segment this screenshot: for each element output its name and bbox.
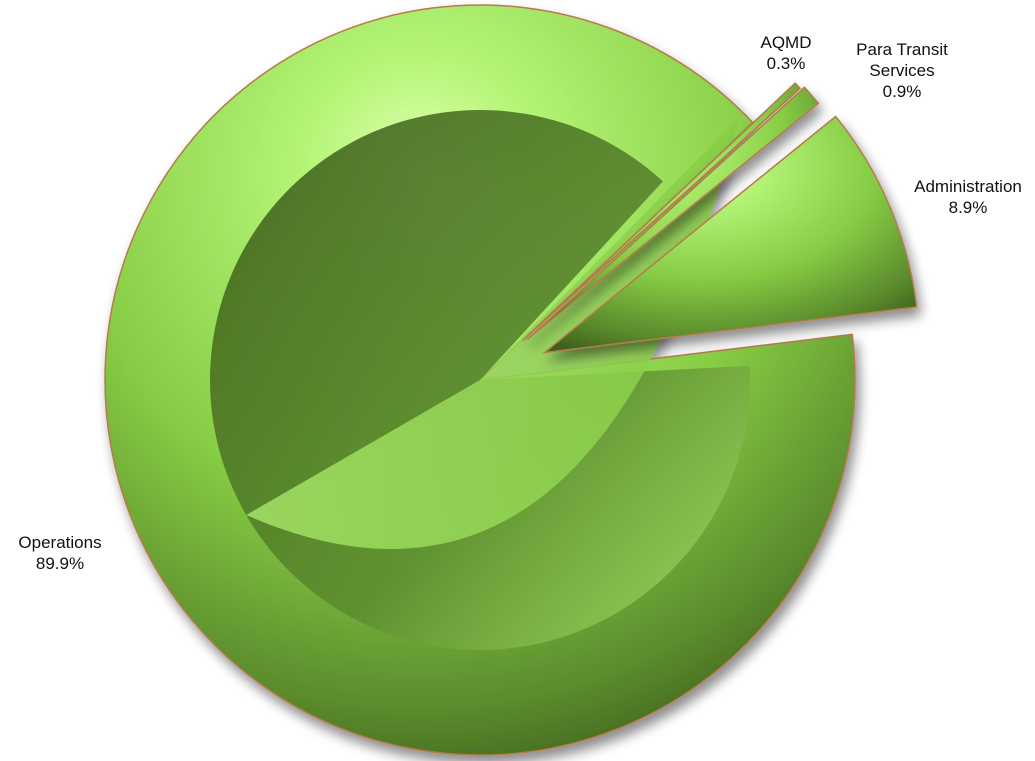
pie-slice-side-face [522,83,796,341]
slice-percent-label: 0.9% [883,82,922,101]
slice-label-para-transit-services: Para Transit Services 0.9% [856,40,948,101]
slice-percent-label: 8.9% [949,198,988,217]
slice-label-operations: Operations 89.9% [18,533,101,573]
pie-slice-operations [104,4,856,756]
slice-label-administration: Administration 8.9% [914,177,1022,217]
pie-slice-aqmd [522,82,802,342]
pie-slice-side-face [527,87,805,340]
pie-slice-administration [541,115,918,354]
slice-label-aqmd: AQMD 0.3% [761,33,812,73]
pie-slice-side-face [544,116,836,353]
pie-slice-para-transit-services [526,86,820,341]
slice-percent-label: 89.9% [36,554,84,573]
slice-percent-label: 0.3% [767,54,806,73]
